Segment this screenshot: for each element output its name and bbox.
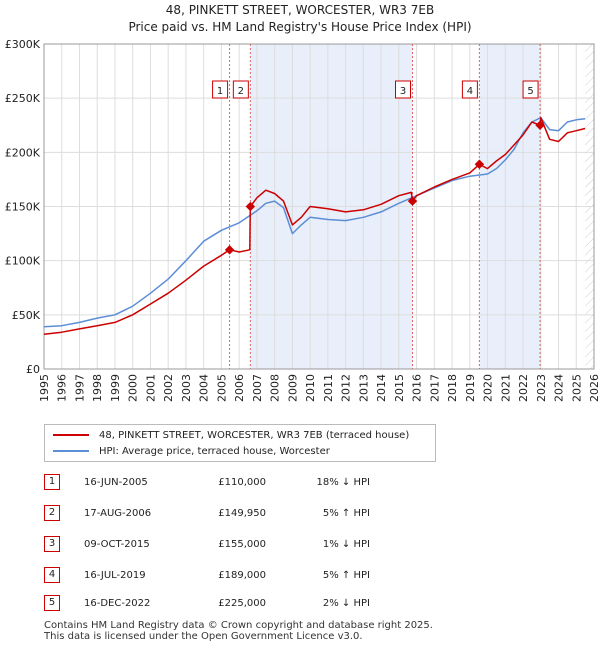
y-tick-label: £150K — [5, 201, 41, 214]
transaction-number: 1 — [44, 474, 60, 490]
x-tick-label: 2000 — [127, 374, 140, 402]
price-chart: £0 £50K £100K £150K £200K £250K £300K 1995 1996… — [5, 38, 600, 402]
x-tick-label: 2020 — [482, 374, 495, 402]
sale-badge-label: 5 — [527, 86, 533, 97]
x-tick-label: 2014 — [375, 374, 388, 402]
sale-badge-box — [461, 80, 478, 99]
transaction-price: £110,000 — [218, 477, 266, 488]
x-tick-label: 2019 — [464, 374, 477, 402]
legend-label-hpi: HPI: Average price, terraced house, Worc… — [99, 446, 330, 457]
x-tick-label: 1996 — [56, 374, 69, 402]
x-tick-label: 2026 — [588, 374, 600, 402]
sale-badge-box — [232, 80, 249, 99]
x-tick-label: 1999 — [109, 374, 122, 402]
sale-badge-box — [212, 80, 229, 99]
legend-swatch-hpi — [53, 450, 89, 452]
x-tick-label: 2025 — [570, 374, 583, 402]
plot-border — [43, 43, 595, 370]
sale-badge-box — [522, 80, 539, 99]
transaction-number: 4 — [44, 567, 60, 583]
sale-point — [224, 245, 235, 255]
transaction-number: 2 — [44, 505, 60, 521]
x-tick-label: 1997 — [73, 374, 86, 402]
transaction-hpi-diff: 5% ↑ HPI — [322, 570, 370, 581]
y-tick-label: £100K — [5, 255, 41, 268]
x-tick-label: 2004 — [198, 374, 211, 402]
footer-line-2: This data is licensed under the Open Gov… — [44, 631, 363, 642]
transaction-date: 16-JUN-2005 — [84, 477, 148, 488]
x-tick-label: 2005 — [215, 374, 228, 402]
transaction-date: 17-AUG-2006 — [84, 508, 152, 519]
sale-badge-box — [395, 80, 411, 99]
transaction-hpi-diff: 5% ↑ HPI — [322, 508, 370, 519]
chart-legend: 48, PINKETT STREET, WORCESTER, WR3 7EB (… — [44, 424, 436, 462]
x-tick-label: 2015 — [393, 374, 406, 402]
sale-point — [245, 201, 256, 212]
y-tick-label: £0 — [26, 363, 40, 376]
legend-item-hpi: HPI: Average price, terraced house, Worc… — [53, 445, 330, 459]
x-tick-label: 2021 — [499, 374, 512, 402]
transaction-number: 5 — [44, 595, 60, 611]
sale-point — [535, 120, 545, 130]
sale-point — [474, 159, 485, 169]
transaction-hpi-diff: 1% ↓ HPI — [322, 539, 370, 550]
x-tick-label: 2016 — [411, 374, 424, 402]
x-tick-label: 2009 — [286, 374, 299, 402]
x-tick-label: 2024 — [553, 374, 566, 402]
x-tick-label: 2013 — [357, 374, 370, 402]
transaction-date: 16-DEC-2022 — [84, 598, 151, 609]
y-tick-label: £200K — [5, 146, 41, 159]
legend-item-property: 48, PINKETT STREET, WORCESTER, WR3 7EB (… — [53, 429, 409, 443]
transaction-price: £155,000 — [218, 539, 266, 550]
y-tick-label: £50K — [12, 309, 41, 322]
title-line-1: 48, PINKETT STREET, WORCESTER, WR3 7EB — [165, 3, 435, 17]
sale-badge-label: 1 — [217, 86, 223, 97]
x-tick-label: 2010 — [304, 374, 317, 402]
x-tick-label: 2007 — [251, 374, 264, 402]
chart-title: 48, PINKETT STREET, WORCESTER, WR3 7EB P… — [0, 2, 600, 36]
property-price-line — [43, 116, 586, 336]
x-tick-label: 2012 — [340, 374, 353, 402]
transaction-price: £189,000 — [218, 570, 266, 581]
x-tick-label: 1995 — [38, 374, 51, 402]
sale-point — [407, 196, 418, 206]
transaction-hpi-diff: 18% ↓ HPI — [316, 477, 370, 488]
x-tick-label: 2011 — [322, 374, 335, 402]
transaction-date: 09-OCT-2015 — [84, 539, 150, 550]
y-tick-label: £300K — [5, 38, 41, 51]
sale-badge-label: 3 — [400, 86, 406, 97]
sale-badge-label: 4 — [467, 86, 473, 97]
x-tick-label: 2008 — [269, 374, 282, 402]
x-tick-label: 2006 — [233, 374, 246, 402]
transaction-hpi-diff: 2% ↓ HPI — [322, 598, 370, 609]
footer: Contains HM Land Registry data © Crown c… — [44, 620, 433, 642]
x-tick-label: 2003 — [180, 374, 193, 402]
x-tick-label: 2017 — [428, 374, 441, 402]
transaction-date: 16-JUL-2019 — [84, 570, 146, 581]
x-tick-label: 1998 — [91, 374, 104, 402]
legend-swatch-property — [53, 434, 89, 436]
transaction-number: 3 — [44, 536, 60, 552]
footer-line-1: Contains HM Land Registry data © Crown c… — [44, 620, 433, 631]
transaction-price: £225,000 — [218, 598, 266, 609]
x-tick-label: 2022 — [517, 374, 530, 402]
sale-badge-label: 2 — [238, 86, 244, 97]
x-tick-label: 2023 — [535, 374, 548, 402]
x-tick-label: 2001 — [144, 374, 157, 402]
legend-label-property: 48, PINKETT STREET, WORCESTER, WR3 7EB (… — [99, 430, 410, 441]
x-tick-label: 2018 — [446, 374, 459, 402]
y-tick-label: £250K — [5, 92, 41, 105]
transaction-price: £149,950 — [218, 508, 266, 519]
x-tick-label: 2002 — [162, 374, 175, 402]
title-line-2: Price paid vs. HM Land Registry's House … — [128, 20, 472, 34]
